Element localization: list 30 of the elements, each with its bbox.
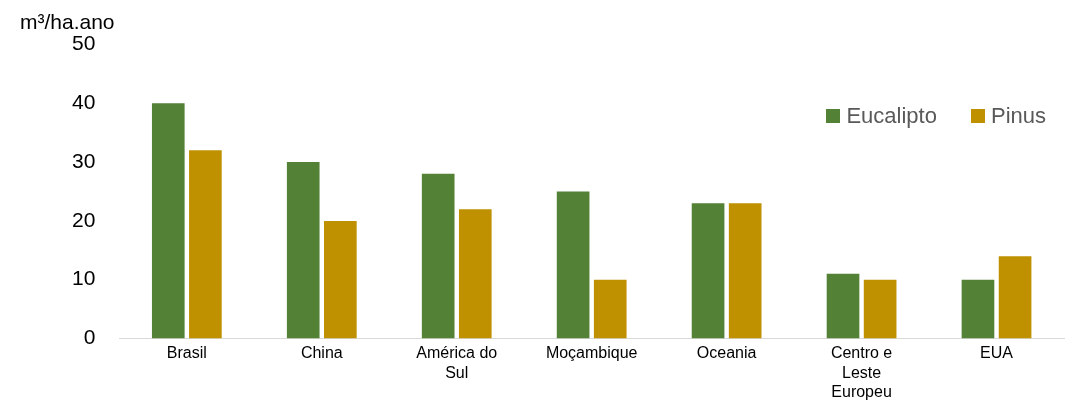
y-axis-title: m³/ha.ano — [20, 10, 115, 34]
bar — [421, 173, 455, 339]
bar — [998, 256, 1032, 339]
bar — [826, 273, 860, 339]
legend-label: Pinus — [990, 103, 1046, 129]
y-tick-label: 10 — [72, 266, 96, 290]
bar — [286, 162, 320, 339]
y-tick-label: 40 — [72, 90, 96, 114]
bar — [324, 220, 357, 339]
y-tick-label: 20 — [72, 207, 96, 231]
bar — [691, 203, 725, 339]
bar — [593, 279, 627, 339]
y-tick-label: 0 — [83, 325, 96, 349]
x-tick-label: Moçambique — [545, 344, 638, 362]
bar — [458, 209, 492, 339]
y-tick-label: 30 — [72, 148, 96, 172]
x-tick-label: Brasil — [166, 344, 207, 362]
bar — [189, 150, 222, 339]
x-tick-label: Oceania — [696, 344, 757, 362]
bar — [556, 191, 590, 339]
x-tick-label: América do Sul — [416, 344, 498, 381]
bar — [863, 279, 897, 339]
legend-label: Eucalipto — [846, 103, 937, 129]
bar — [728, 203, 762, 339]
y-tick-label: 50 — [72, 31, 96, 55]
x-tick-label: EUA — [980, 344, 1014, 362]
bar — [151, 103, 185, 339]
x-tick-label: China — [300, 344, 343, 362]
x-tick-label: Centro e Leste Europeu — [830, 344, 893, 400]
bar — [961, 279, 995, 339]
